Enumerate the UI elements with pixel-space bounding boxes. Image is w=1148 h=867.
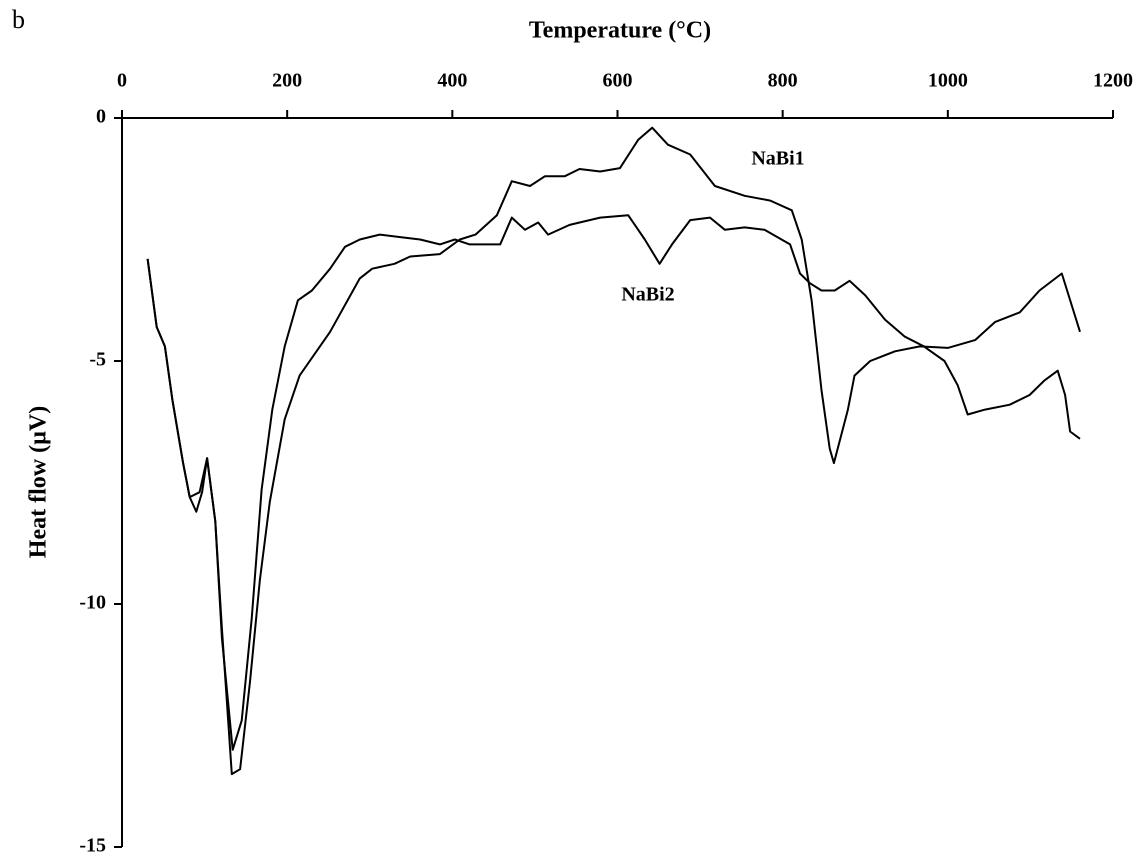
x-tick-label: 800	[768, 70, 798, 92]
x-tick-label: 200	[272, 70, 302, 92]
y-tick-label: -5	[89, 349, 106, 371]
y-tick-label: -15	[79, 835, 106, 857]
series-line	[146, 214, 1081, 751]
panel-label: b	[12, 5, 25, 34]
series-line	[146, 126, 1081, 776]
x-tick-label: 600	[603, 70, 633, 92]
x-tick-label: 1200	[1093, 70, 1133, 92]
y-tick-label: 0	[96, 106, 106, 128]
x-axis-title: Temperature (°C)	[529, 18, 711, 44]
series-label: NaBi1	[751, 148, 804, 170]
x-tick-label: 0	[117, 70, 127, 92]
x-tick-label: 400	[437, 70, 467, 92]
y-tick-label: -10	[79, 592, 106, 614]
series-label: NaBi2	[621, 284, 674, 306]
y-axis-title: Heat flow (µV)	[26, 406, 52, 558]
x-tick-label: 1000	[928, 70, 968, 92]
